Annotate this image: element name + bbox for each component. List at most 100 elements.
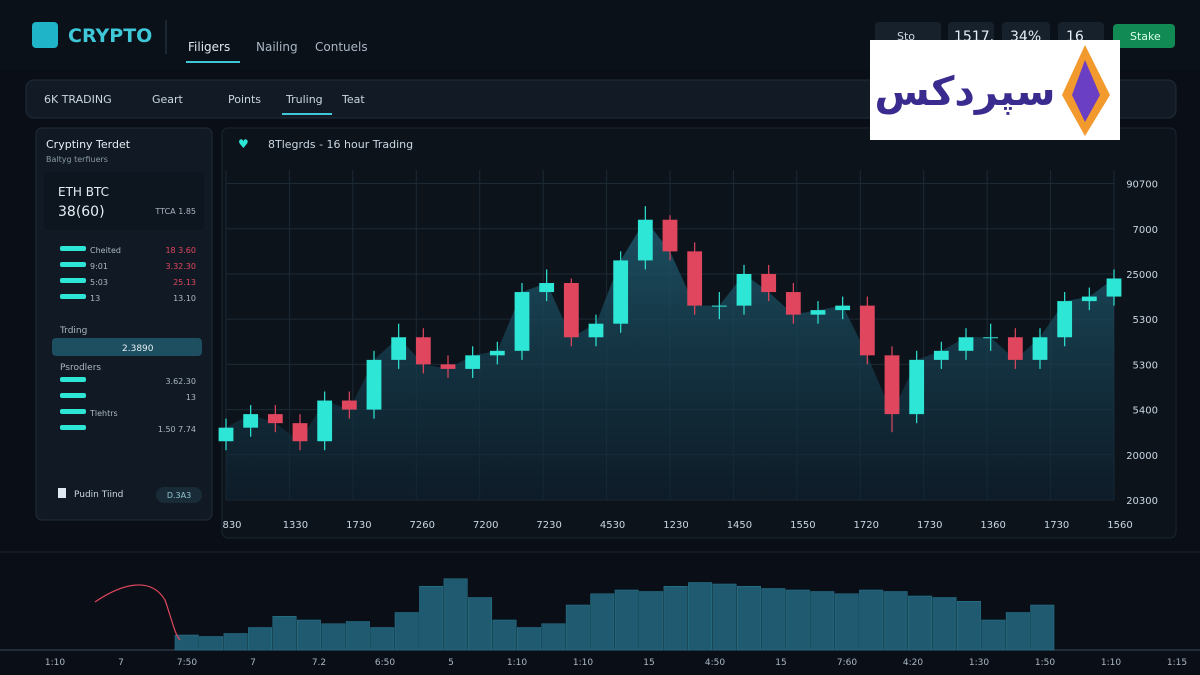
change: TTCA 1.85 [154, 207, 196, 216]
volume-bar [223, 633, 248, 651]
candle-body [1057, 301, 1073, 338]
toolbar-item[interactable]: Truling [285, 93, 323, 106]
checkbox[interactable] [58, 488, 66, 498]
x-tick-label: 830 [222, 520, 241, 531]
y-tick-label: 20000 [1126, 451, 1158, 462]
volume-label: 7 [118, 658, 124, 668]
x-tick-label: 7200 [473, 520, 498, 531]
toolbar-item[interactable]: Teat [341, 93, 365, 106]
pair: ETH BTC [58, 185, 109, 199]
sidebar-rows: Cheited 18 3.60 9:01 3.32.30 5:03 25.13 13 13.1… [60, 246, 196, 434]
x-tick-label: 4530 [600, 520, 625, 531]
overlay-text: سپردکس [875, 69, 1056, 115]
volume-bar [785, 589, 810, 651]
brand: CRYPTO [68, 25, 152, 47]
price: 38(60) [58, 204, 105, 220]
volume-bar [736, 586, 761, 651]
candle-body [366, 359, 382, 410]
volume-bar [1005, 612, 1030, 651]
candle-body [1032, 337, 1048, 360]
sidebar-subtitle: Baltyg terfiuers [46, 155, 108, 164]
volume-label: 1:15 [1167, 658, 1187, 668]
candlestick-chart: 90700 7000 25000 5300 5300 5400 20000 20300 830 1… [218, 170, 1158, 531]
volume-label: 6:50 [375, 658, 395, 668]
volume-bar [272, 616, 297, 651]
sidebar-title: Cryptiny Terdet [46, 138, 131, 151]
candle-body [785, 292, 801, 315]
y-tick-label: 25000 [1126, 270, 1158, 281]
row-bar [60, 246, 86, 251]
x-tick-label: 1330 [283, 520, 308, 531]
volume-label: 7.2 [312, 658, 326, 668]
section-title: Psrodlers [60, 363, 101, 373]
icon: ♥ [238, 137, 249, 151]
row-label: 13 [90, 294, 100, 303]
highlight-row[interactable] [52, 338, 202, 356]
candle-body [933, 350, 949, 360]
candle-body [662, 219, 678, 252]
row-label: 5:03 [90, 278, 108, 287]
volume-label: 1:10 [45, 658, 65, 668]
candle-body [415, 337, 431, 365]
nav-item[interactable]: Filigers [188, 40, 230, 54]
candle-body [1007, 337, 1023, 360]
volume-label: 7:50 [177, 658, 197, 668]
row-value: 25.13 [173, 278, 196, 287]
y-tick-label: 5300 [1133, 315, 1158, 326]
candle-body [711, 305, 727, 307]
footer-button[interactable] [156, 487, 202, 503]
volume-bar [712, 583, 737, 651]
x-tick-label: 1450 [727, 520, 752, 531]
row-bar [60, 294, 86, 299]
nav-item[interactable]: Nailing [256, 40, 298, 54]
row-label: Cheited [90, 246, 121, 255]
volume-bar [321, 623, 346, 651]
candle-body [909, 359, 925, 415]
candle-body [465, 355, 481, 369]
volume-bar [908, 595, 933, 651]
row-value: 3.32.30 [165, 262, 196, 271]
volume-chart: 1:10 7 7:50 7 7.2 6:50 5 1:10 1:10 15 4:50 15 7:60 4:… [0, 578, 1200, 668]
volume-bar [345, 621, 370, 651]
y-tick-label: 90700 [1126, 180, 1158, 191]
row-value: 13 [186, 393, 196, 402]
y-tick-label: 20300 [1126, 496, 1158, 507]
toolbar-item[interactable]: Points [228, 93, 261, 106]
nav-item[interactable]: Contuels [315, 40, 368, 54]
x-tick-label: 1550 [790, 520, 815, 531]
candle-body [613, 260, 629, 324]
candle-body [835, 305, 851, 311]
volume-label: 1:10 [573, 658, 593, 668]
candle-body [440, 364, 456, 369]
indicator-line [94, 584, 181, 641]
candle-body [341, 400, 357, 410]
action-button[interactable] [1113, 24, 1175, 48]
candle-body [1106, 278, 1122, 297]
candle-body [317, 400, 333, 442]
volume-bar [663, 586, 688, 651]
candle-body [884, 355, 900, 415]
x-tick-label: 1560 [1107, 520, 1132, 531]
row-bar [60, 425, 86, 430]
row-bar [60, 393, 86, 398]
volume-bar [883, 591, 908, 651]
volume-bar [492, 619, 517, 651]
candle-body [292, 423, 308, 442]
volume-bar [810, 591, 835, 651]
volume-bar [981, 619, 1006, 651]
row-bar [60, 262, 86, 267]
volume-bar [859, 589, 884, 651]
volume-bar [370, 627, 395, 651]
candle-body [514, 292, 530, 351]
section-title: Trding [59, 326, 87, 336]
volume-bar [248, 627, 273, 651]
toolbar-item[interactable]: Geart [152, 93, 184, 106]
volume-label: 4:20 [903, 658, 923, 668]
volume-bar [1030, 604, 1055, 651]
toolbar-item[interactable]: 6K TRADING [44, 93, 112, 106]
candle-body [588, 323, 604, 338]
volume-label: 1:10 [1101, 658, 1121, 668]
pair-card[interactable] [44, 172, 204, 230]
button-label: Stake [1130, 30, 1161, 43]
